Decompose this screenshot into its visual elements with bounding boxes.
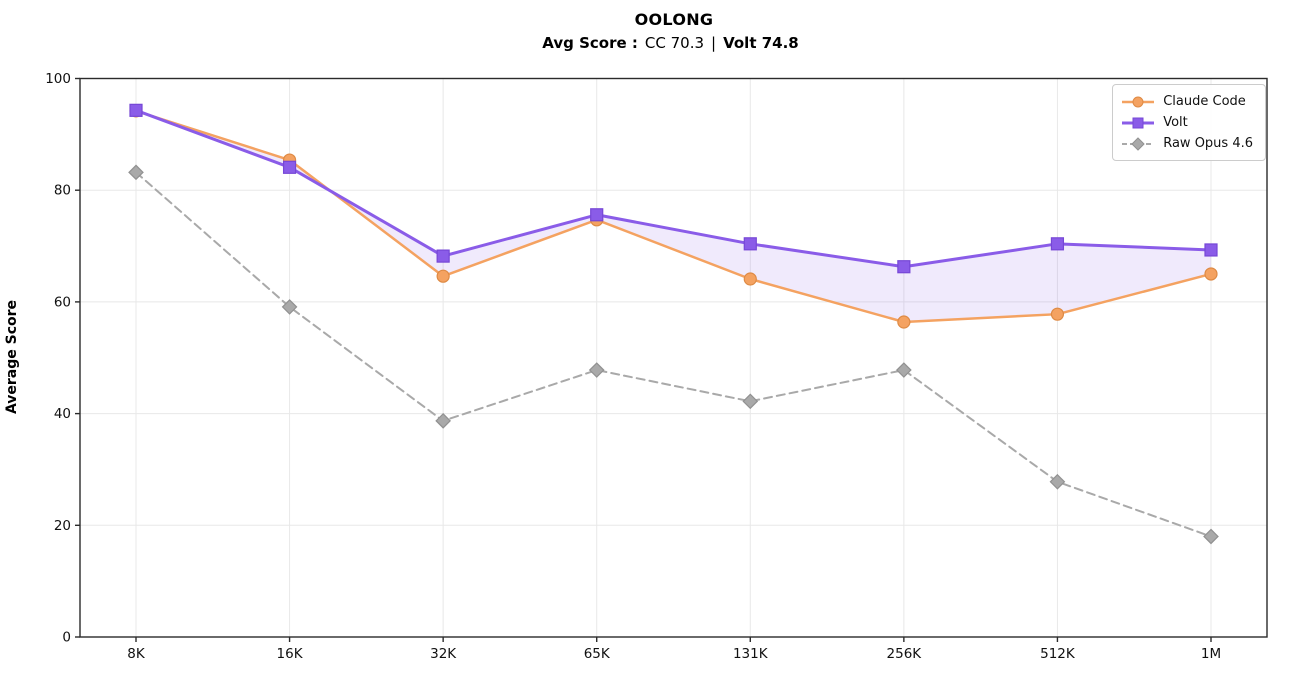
x-tick-label: 512K: [1040, 646, 1076, 662]
line-raw-opus-4-6: [135, 171, 1212, 538]
subtitle-separator: |: [711, 34, 717, 52]
legend-label: Volt: [1163, 115, 1188, 130]
marker-volt: [743, 237, 757, 251]
marker-raw-opus-4-6: [588, 362, 605, 378]
line-volt: [134, 108, 1213, 269]
x-tick-label: 8K: [127, 646, 146, 662]
legend-item-volt[interactable]: Volt: [1121, 112, 1253, 133]
marker-volt: [590, 208, 604, 222]
marker-volt: [1050, 237, 1065, 251]
x-tick-label: 131K: [733, 646, 769, 662]
circle-marker-swatch-icon: [1122, 96, 1155, 107]
marker-claude-code: [743, 272, 757, 286]
marker-volt: [129, 103, 143, 117]
chart-title: OOLONG: [634, 10, 714, 29]
line-claude-code: [134, 109, 1213, 324]
y-tick-label: 0: [62, 630, 71, 646]
legend-item-raw-opus-4-6[interactable]: Raw Opus 4.6: [1121, 133, 1253, 154]
x-tick-label: 1M: [1201, 646, 1221, 662]
subtitle-avg-score-label: Avg Score :: [542, 34, 638, 52]
marker-raw-opus-4-6: [128, 164, 144, 181]
marker-raw-opus-4-6: [1203, 528, 1219, 545]
x-tick-label: 32K: [430, 646, 457, 662]
legend[interactable]: Claude Code Volt Raw Opus 4.6: [1112, 84, 1266, 161]
subtitle-volt-score: Volt 74.8: [723, 34, 799, 52]
legend-label: Claude Code: [1163, 94, 1246, 109]
square-marker-swatch-icon: [1122, 117, 1155, 128]
marker-raw-opus-4-6: [896, 362, 912, 378]
marker-raw-opus-4-6: [435, 413, 451, 429]
marker-volt: [1204, 243, 1218, 257]
x-tick-label: 65K: [584, 646, 611, 662]
marker-raw-opus-4-6: [1049, 473, 1066, 490]
marker-volt: [897, 260, 911, 274]
title-block: OOLONG Avg Score : CC 70.3 | Volt 74.8: [80, 10, 1268, 52]
marker-raw-opus-4-6: [281, 299, 298, 315]
fill-between-volt-cc: [136, 110, 1211, 323]
diamond-marker-swatch-icon: [1122, 136, 1155, 151]
legend-label: Raw Opus 4.6: [1163, 136, 1253, 151]
y-tick-label: 80: [54, 183, 71, 199]
y-tick-label: 60: [54, 294, 71, 310]
y-tick-label: 40: [54, 406, 71, 422]
marker-claude-code: [897, 315, 911, 329]
marker-claude-code: [1204, 267, 1218, 281]
plot-frame: [79, 77, 1268, 638]
marker-claude-code: [436, 269, 450, 283]
marker-claude-code: [1050, 307, 1065, 321]
legend-item-claude-code[interactable]: Claude Code: [1121, 91, 1253, 112]
subtitle-cc-score: CC 70.3: [644, 34, 705, 52]
marker-volt: [282, 160, 297, 174]
x-tick-label: 16K: [277, 646, 304, 662]
marker-volt: [436, 249, 450, 263]
marker-raw-opus-4-6: [742, 393, 759, 410]
y-tick-label: 100: [45, 71, 71, 87]
chart-subtitle: Avg Score : CC 70.3 | Volt 74.8: [80, 34, 1268, 52]
y-tick-label: 20: [54, 518, 71, 534]
x-tick-label: 256K: [887, 646, 923, 662]
